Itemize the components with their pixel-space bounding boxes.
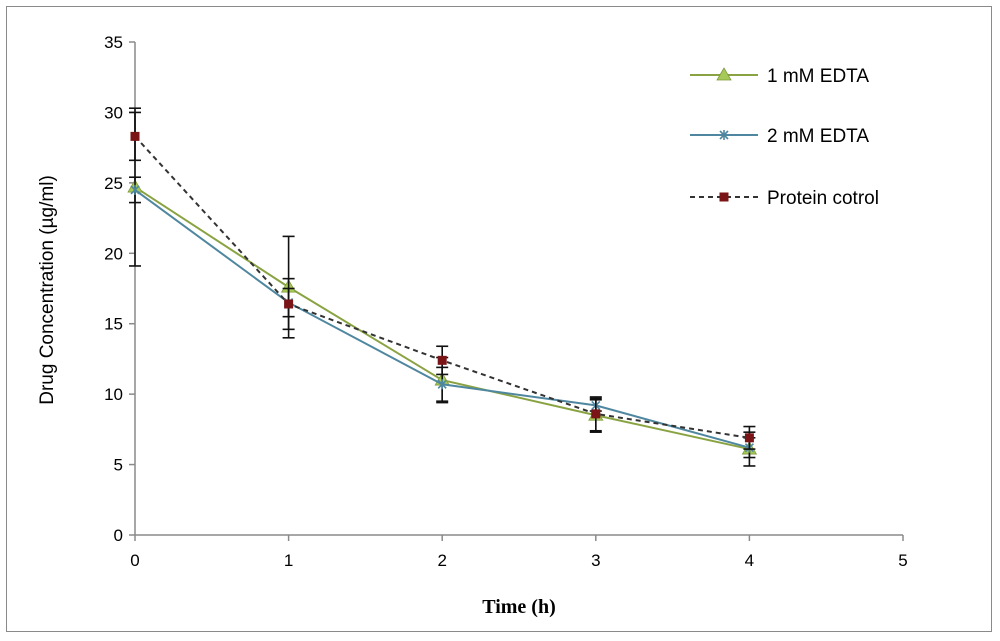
legend-marker [719,130,729,140]
y-axis-ticks: 0 5 10 15 20 25 30 35 [104,33,135,545]
y-tick-label: 5 [114,456,123,475]
legend-label: Protein cotrol [767,188,879,209]
x-tick-label: 2 [437,551,446,570]
x-tick-label: 4 [745,551,754,570]
plot-area [127,107,758,467]
x-tick-label: 0 [130,551,139,570]
y-tick-label: 25 [104,174,123,193]
data-point [437,379,447,390]
legend-item-1: 1 mM EDTA [690,66,869,87]
x-axis-ticks: 0 1 2 3 4 5 [130,535,908,570]
x-tick-label: 5 [898,551,907,570]
data-point [744,433,754,443]
y-tick-label: 15 [104,315,123,334]
y-axis-label: Drug Concentration (µg/ml) [37,175,58,405]
y-tick-label: 20 [104,244,123,263]
legend-item-3: Protein cotrol [690,188,879,209]
axes: 0 5 10 15 20 25 30 35 0 1 2 3 4 5 [104,33,908,570]
legend: 1 mM EDTA 2 mM EDTA Protein cotrol [690,66,879,209]
x-tick-label: 1 [284,551,293,570]
data-point [284,299,294,309]
series-3 [129,111,756,450]
data-point [130,131,140,141]
chart-frame [6,6,992,632]
legend-marker [716,67,732,81]
legend-item-2: 2 mM EDTA [690,126,869,147]
y-tick-label: 35 [104,33,123,52]
x-tick-label: 3 [591,551,600,570]
series-line [134,189,750,449]
y-tick-label: 10 [104,385,123,404]
series-2 [129,176,756,459]
data-point [130,184,140,195]
y-tick-label: 0 [114,526,123,545]
data-point [437,355,447,365]
legend-label: 1 mM EDTA [767,66,869,87]
data-point [591,409,601,419]
series-line [134,186,750,451]
x-axis-label: Time (h) [482,596,556,618]
y-tick-label: 30 [104,103,123,122]
series-1 [127,107,758,467]
legend-label: 2 mM EDTA [767,126,869,147]
legend-marker [719,192,729,202]
